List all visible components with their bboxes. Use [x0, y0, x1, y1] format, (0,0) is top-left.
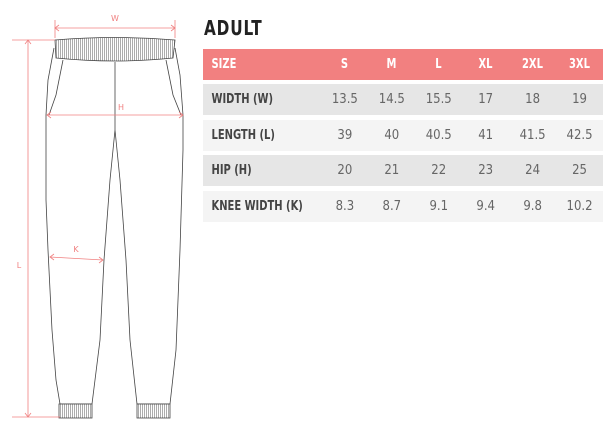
table-row: LENGTH (L) 39 40 40.5 41 41.5 42.5	[203, 120, 603, 151]
row-label: WIDTH (W)	[211, 92, 274, 107]
width-arrow	[54, 20, 176, 38]
length-label: L	[17, 261, 22, 270]
left-cuff	[58, 403, 93, 419]
table-row: WIDTH (W) 13.5 14.5 15.5 17 18 19	[203, 84, 603, 115]
header-size: S	[341, 57, 349, 72]
header-size: 2XL	[522, 57, 544, 72]
cell: 41.5	[519, 128, 546, 143]
cell: 13.5	[331, 92, 358, 107]
length-arrow	[12, 39, 60, 418]
cell: 18	[525, 92, 541, 107]
hip-label: H	[118, 103, 124, 112]
table-header: SIZE S M L XL 2XL 3XL	[203, 49, 603, 80]
cell: 25	[572, 163, 587, 178]
cell: 15.5	[425, 92, 452, 107]
header-size: M	[386, 57, 397, 72]
knee-arrow	[49, 253, 104, 264]
cell: 8.7	[382, 199, 402, 214]
hip-arrow	[46, 111, 184, 119]
table-row: HIP (H) 20 21 22 23 24 25	[203, 155, 603, 186]
row-label: HIP (H)	[211, 163, 252, 178]
pants-outline	[45, 47, 184, 405]
cell: 42.5	[566, 128, 593, 143]
row-label: KNEE WIDTH (K)	[211, 199, 303, 214]
cell: 17	[478, 92, 494, 107]
cell: 9.4	[476, 199, 495, 214]
cell: 40	[384, 128, 400, 143]
cell: 23	[478, 163, 494, 178]
header-size: XL	[478, 57, 493, 72]
cell: 9.1	[429, 199, 449, 214]
table-row: KNEE WIDTH (K) 8.3 8.7 9.1 9.4 9.8 10.2	[203, 191, 603, 222]
page-title: ADULT	[204, 16, 263, 40]
right-cuff	[136, 403, 171, 419]
cell: 21	[384, 163, 400, 178]
waistband	[54, 37, 176, 62]
cell: 10.2	[566, 199, 593, 214]
cell: 39	[337, 128, 353, 143]
header-size: L	[435, 57, 442, 72]
cell: 40.5	[425, 128, 452, 143]
cell: 14.5	[378, 92, 405, 107]
cell: 20	[337, 163, 353, 178]
cell: 41	[478, 128, 494, 143]
width-label: W	[111, 14, 119, 23]
knee-label: K	[73, 245, 79, 254]
cell: 24	[525, 163, 541, 178]
cell: 22	[431, 163, 447, 178]
header-size: 3XL	[569, 57, 591, 72]
cell: 9.8	[523, 199, 542, 214]
cell: 19	[572, 92, 587, 107]
row-label: LENGTH (L)	[211, 128, 275, 143]
header-label: SIZE	[211, 57, 237, 72]
pants-diagram: W H K L	[12, 14, 184, 419]
cell: 8.3	[335, 199, 355, 214]
